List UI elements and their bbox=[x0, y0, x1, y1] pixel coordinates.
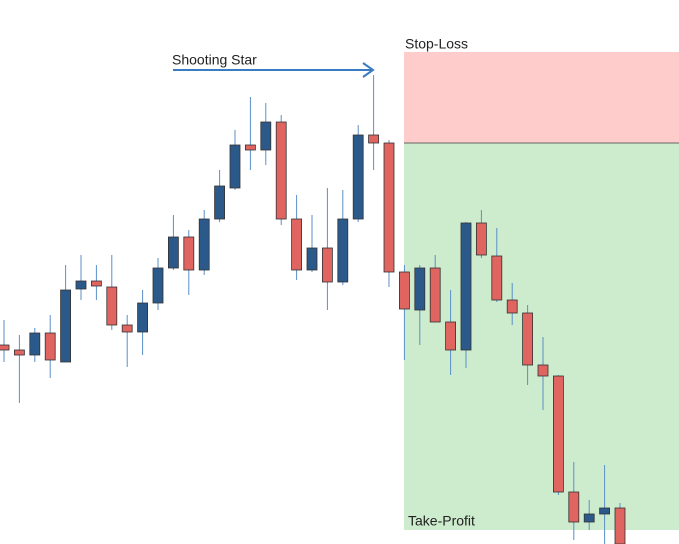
candle-body bbox=[506, 299, 518, 314]
candle-body bbox=[537, 364, 549, 377]
candle-body bbox=[583, 513, 595, 523]
candle-body bbox=[29, 332, 41, 356]
candle-body bbox=[13, 349, 25, 356]
candle-body bbox=[337, 218, 349, 283]
candle-body bbox=[522, 312, 533, 366]
candle-body bbox=[383, 142, 395, 273]
candle-body bbox=[106, 286, 118, 326]
candle-body bbox=[460, 222, 472, 351]
candle-body bbox=[599, 507, 610, 515]
candle-body bbox=[445, 321, 457, 351]
stop-loss-zone bbox=[404, 52, 679, 143]
candle-body bbox=[491, 255, 503, 301]
annotation: Shooting Star bbox=[172, 52, 257, 68]
candle-body bbox=[121, 324, 133, 333]
candle-body bbox=[306, 247, 318, 271]
arrow-head bbox=[362, 62, 375, 78]
candle-body bbox=[198, 218, 210, 271]
candle-body bbox=[167, 236, 179, 269]
candle-body bbox=[260, 121, 272, 151]
candle-body bbox=[614, 507, 626, 544]
candle-body bbox=[429, 267, 441, 323]
candle-body bbox=[60, 289, 71, 363]
candle-body bbox=[152, 267, 164, 304]
candle-body bbox=[229, 144, 241, 189]
candle-body bbox=[475, 222, 487, 256]
candle-body bbox=[368, 134, 380, 144]
take-profit-label: Take-Profit bbox=[408, 513, 475, 529]
candle-body bbox=[244, 144, 256, 151]
candle-body bbox=[291, 218, 303, 271]
candle-body bbox=[568, 491, 580, 523]
candle-body bbox=[91, 280, 102, 287]
zones bbox=[404, 52, 679, 530]
candle-body bbox=[75, 280, 87, 290]
stop-loss-label: Stop-Loss bbox=[405, 36, 468, 52]
candle-body bbox=[275, 121, 287, 220]
candle-body bbox=[214, 185, 226, 220]
annotation-arrow bbox=[173, 62, 375, 78]
candle-body bbox=[183, 236, 195, 271]
candle-body bbox=[137, 302, 149, 333]
candle-body bbox=[553, 375, 564, 493]
candle-body bbox=[321, 247, 333, 283]
candle-body bbox=[0, 344, 10, 351]
candle-body bbox=[398, 271, 410, 310]
candle-body bbox=[352, 134, 364, 220]
candle-body bbox=[414, 267, 426, 311]
candles bbox=[0, 75, 626, 544]
candle-body bbox=[44, 332, 56, 361]
